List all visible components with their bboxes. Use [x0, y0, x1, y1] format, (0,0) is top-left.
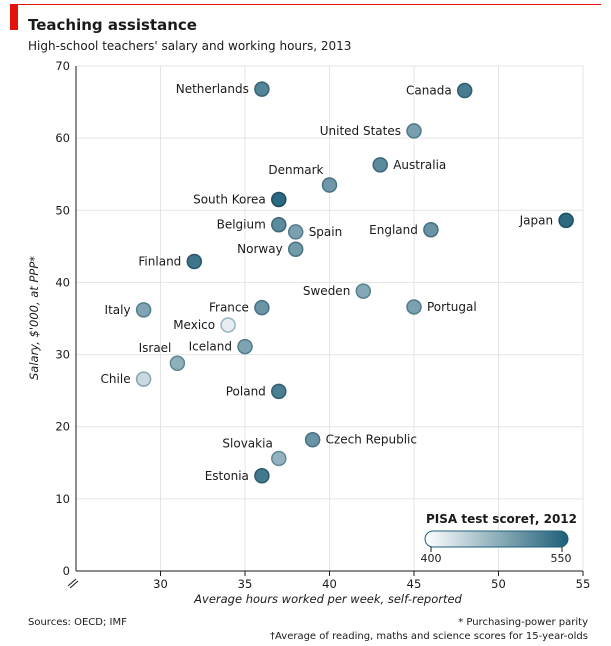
y-tick-label: 30 [55, 348, 70, 362]
x-tick-label: 35 [238, 577, 253, 591]
label-finland: Finland [138, 255, 181, 269]
x-tick-label: 30 [153, 577, 168, 591]
label-chile: Chile [101, 372, 131, 386]
color-legend: PISA test score†, 2012 400 550 [421, 512, 578, 565]
y-tick-label: 40 [55, 275, 70, 289]
point-sweden [355, 283, 372, 299]
point-israel [169, 355, 186, 371]
point-italy [135, 302, 152, 318]
y-tick-label: 70 [55, 59, 70, 73]
point-spain [287, 224, 304, 240]
x-tick-label: 45 [407, 577, 422, 591]
point-france [254, 299, 270, 316]
point-poland [271, 383, 287, 400]
y-tick-label: 20 [55, 420, 70, 434]
label-united-states: United States [320, 124, 401, 138]
point-england [423, 222, 439, 238]
pisa-footnote: †Average of reading, maths and science s… [270, 631, 588, 642]
point-belgium [271, 216, 287, 233]
label-norway: Norway [237, 242, 283, 256]
legend-title: PISA test score†, 2012 [426, 512, 577, 526]
label-italy: Italy [105, 303, 131, 317]
label-czech-republic: Czech Republic [326, 433, 417, 447]
legend-min-label: 400 [421, 552, 442, 565]
legend-max-label: 550 [551, 552, 572, 565]
point-labels: Netherlands Canada United States Australia D… [101, 82, 554, 483]
point-slovakia [271, 450, 287, 467]
x-tick-label: 55 [576, 577, 591, 591]
label-mexico: Mexico [173, 318, 215, 332]
label-canada: Canada [406, 84, 452, 98]
point-netherlands [254, 81, 270, 97]
point-portugal [406, 299, 422, 315]
label-spain: Spain [309, 225, 343, 239]
chart-subtitle: High-school teachers' salary and working… [28, 39, 351, 53]
point-united-states [406, 123, 422, 139]
y-axis-title: Salary, $'000, at PPP* [27, 256, 41, 380]
scatter-points [135, 81, 574, 484]
ppp-footnote: * Purchasing-power parity [458, 617, 588, 628]
label-slovakia: Slovakia [222, 436, 272, 450]
sources-note: Sources: OECD; IMF [28, 617, 127, 628]
point-finland [186, 253, 203, 270]
label-denmark: Denmark [268, 163, 323, 177]
point-japan [558, 212, 574, 229]
label-france: France [209, 301, 249, 315]
point-australia [372, 157, 388, 173]
label-sweden: Sweden [303, 284, 350, 298]
point-canada [456, 82, 473, 99]
axes: 0 10 20 30 40 50 60 70 30 35 40 45 50 55 [55, 59, 590, 591]
label-poland: Poland [226, 384, 266, 398]
label-japan: Japan [519, 213, 553, 227]
label-netherlands: Netherlands [176, 82, 249, 96]
accent-bar [10, 4, 18, 30]
label-estonia: Estonia [205, 469, 249, 483]
point-estonia [254, 468, 270, 484]
grid [76, 65, 584, 571]
label-south-korea: South Korea [193, 192, 266, 206]
point-south-korea [271, 191, 287, 208]
y-tick-label: 60 [55, 131, 70, 145]
label-england: England [369, 223, 418, 237]
point-denmark [321, 177, 338, 193]
x-tick-label: 50 [491, 577, 506, 591]
label-belgium: Belgium [217, 218, 266, 232]
y-tick-label: 0 [63, 564, 70, 578]
point-norway [287, 241, 304, 257]
point-czech-republic [304, 431, 321, 448]
axis-break-icon [67, 578, 79, 589]
chart-title: Teaching assistance [28, 16, 197, 34]
y-tick-label: 50 [55, 203, 70, 217]
label-australia: Australia [393, 158, 446, 172]
label-israel: Israel [139, 341, 172, 355]
y-tick-label: 10 [55, 492, 70, 506]
x-tick-label: 40 [322, 577, 337, 591]
label-iceland: Iceland [189, 340, 232, 354]
point-mexico [220, 317, 236, 333]
point-iceland [237, 338, 253, 355]
point-chile [135, 371, 152, 387]
x-axis-title: Average hours worked per week, self-repo… [193, 592, 462, 606]
label-portugal: Portugal [427, 300, 477, 314]
legend-gradient-bar [424, 530, 569, 548]
